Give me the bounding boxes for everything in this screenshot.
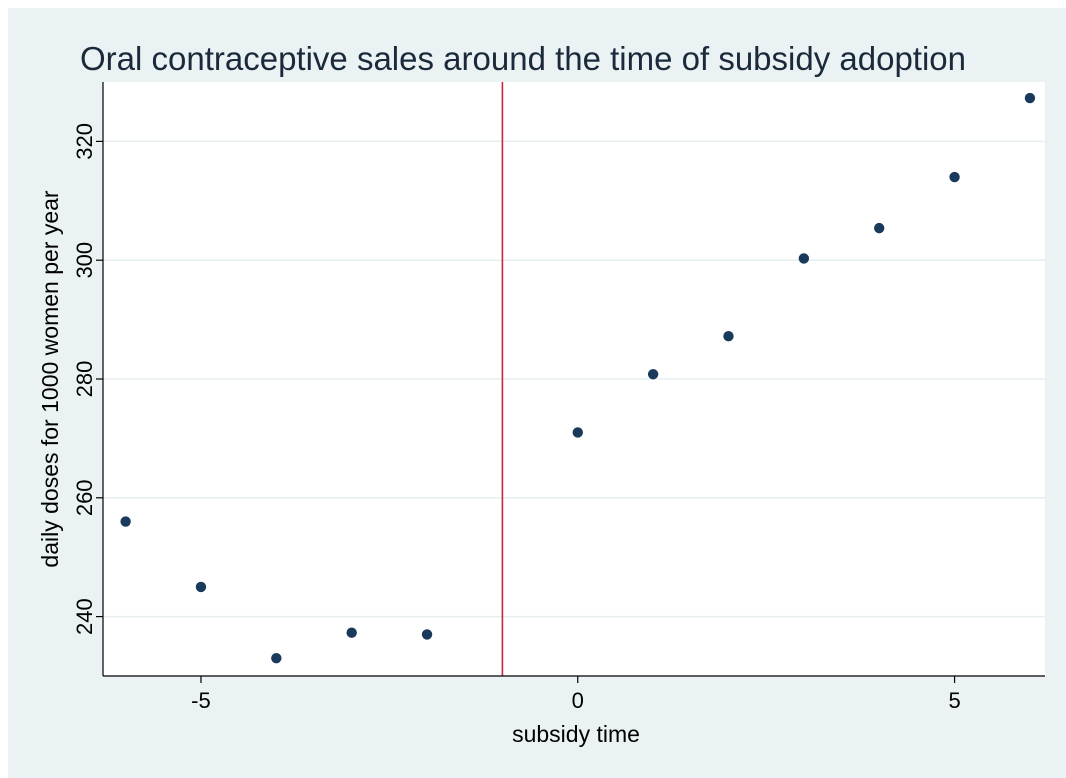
x-tick-label-5: 5	[948, 688, 960, 713]
x-axis-title: subsidy time	[512, 721, 640, 747]
y-tick-label-280: 280	[72, 361, 97, 398]
data-point	[949, 171, 960, 183]
data-point	[195, 581, 207, 593]
data-point	[120, 516, 131, 527]
data-point	[874, 222, 885, 234]
x-tick-label-0: 0	[572, 688, 584, 713]
y-axis-ticks: 240 260 280 300 320	[72, 123, 103, 635]
data-point	[1024, 92, 1036, 104]
y-axis-title: daily doses for 1000 women per year	[37, 190, 63, 567]
data-points	[120, 92, 1036, 664]
y-tick-label-240: 240	[72, 598, 97, 635]
y-tick-label-320: 320	[72, 123, 97, 160]
data-point	[798, 253, 810, 264]
data-point	[421, 629, 433, 640]
data-point	[723, 331, 734, 342]
chart-title: Oral contraceptive sales around the time…	[80, 40, 966, 77]
data-point	[647, 369, 659, 380]
grid-lines	[103, 140, 1045, 618]
x-tick-label--5: -5	[191, 688, 211, 713]
data-point	[572, 427, 583, 438]
y-tick-label-260: 260	[72, 479, 97, 516]
data-point	[346, 627, 357, 638]
x-axis-ticks: -5 0 5	[191, 676, 961, 713]
data-point	[271, 652, 282, 664]
y-tick-label-300: 300	[72, 242, 97, 279]
